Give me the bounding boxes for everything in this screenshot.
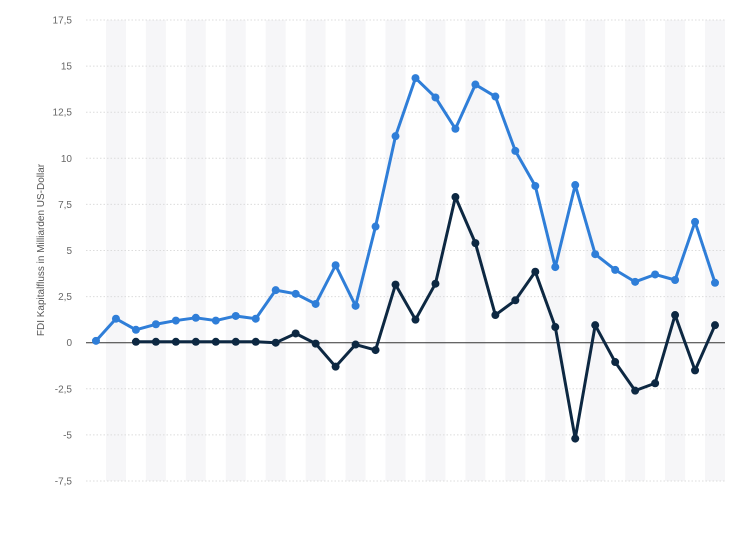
data-point <box>711 278 720 287</box>
data-point <box>471 239 480 248</box>
data-point <box>291 289 300 298</box>
data-point <box>371 346 380 355</box>
data-point <box>671 311 680 320</box>
data-point <box>271 286 280 295</box>
data-point <box>131 337 140 346</box>
data-point <box>531 267 540 276</box>
column-band <box>305 20 326 481</box>
column-band <box>505 20 526 481</box>
data-point <box>611 358 620 367</box>
column-band <box>425 20 446 481</box>
series-lines <box>91 74 720 443</box>
data-point <box>171 316 180 325</box>
data-point <box>551 323 560 332</box>
data-point <box>231 337 240 346</box>
data-point <box>111 314 120 323</box>
data-point <box>211 316 220 325</box>
data-point <box>451 193 460 202</box>
column-band <box>105 20 126 481</box>
data-point <box>191 313 200 322</box>
data-point <box>331 362 340 371</box>
data-point <box>651 379 660 388</box>
data-point <box>351 301 360 310</box>
data-point <box>151 337 160 346</box>
data-point <box>431 279 440 288</box>
y-tick-label: 7,5 <box>58 200 72 211</box>
data-point <box>191 337 200 346</box>
data-point <box>211 337 220 346</box>
column-band <box>625 20 646 481</box>
data-point <box>431 93 440 102</box>
data-point <box>531 181 540 190</box>
series-1 <box>91 74 720 345</box>
y-axis-title: FDI Kapitalfluss in Milliarden US-Dollar <box>36 163 47 336</box>
y-tick-label: 12,5 <box>53 108 73 119</box>
data-point <box>591 321 600 330</box>
data-point <box>551 263 560 272</box>
column-band <box>225 20 246 481</box>
series-2 <box>131 193 720 443</box>
data-point <box>491 92 500 101</box>
data-point <box>331 261 340 270</box>
data-point <box>471 80 480 89</box>
data-point <box>91 336 100 345</box>
y-tick-label: -2,5 <box>55 384 73 395</box>
data-point <box>711 321 720 330</box>
data-point <box>251 314 260 323</box>
data-point <box>131 325 140 334</box>
column-band <box>385 20 406 481</box>
data-point <box>411 74 420 83</box>
data-point <box>691 217 700 226</box>
data-point <box>411 315 420 324</box>
data-point <box>311 339 320 348</box>
column-band <box>145 20 166 481</box>
data-point <box>451 124 460 133</box>
y-tick-label: -5 <box>63 430 72 441</box>
data-point <box>391 132 400 141</box>
column-band <box>705 20 725 481</box>
data-point <box>391 280 400 289</box>
data-point <box>651 270 660 279</box>
y-tick-label: 0 <box>66 338 72 349</box>
gridlines <box>86 19 725 482</box>
data-point <box>511 296 520 305</box>
y-tick-label: 17,5 <box>53 16 73 27</box>
y-tick-label: 5 <box>66 246 72 257</box>
data-point <box>171 337 180 346</box>
data-point <box>631 386 640 395</box>
data-point <box>671 276 680 285</box>
data-point <box>271 338 280 347</box>
data-point <box>511 146 520 155</box>
data-point <box>371 222 380 231</box>
data-point <box>691 366 700 375</box>
y-tick-label: 10 <box>61 154 73 165</box>
data-point <box>611 265 620 274</box>
data-point <box>311 299 320 308</box>
data-point <box>591 250 600 259</box>
data-point <box>351 340 360 349</box>
y-tick-label: -7,5 <box>55 477 73 488</box>
data-point <box>571 181 580 190</box>
y-axis-ticks: 17,5 15 12,5 10 7,5 5 2,5 0 -2,5 -5 -7,5 <box>53 16 73 488</box>
data-point <box>631 277 640 286</box>
data-point <box>571 434 580 443</box>
y-tick-label: 15 <box>61 62 73 73</box>
data-point <box>491 311 500 320</box>
data-point <box>251 337 260 346</box>
y-tick-label: 2,5 <box>58 292 72 303</box>
data-point <box>231 311 240 320</box>
data-point <box>291 329 300 338</box>
data-point <box>151 320 160 329</box>
column-bands <box>105 20 725 481</box>
